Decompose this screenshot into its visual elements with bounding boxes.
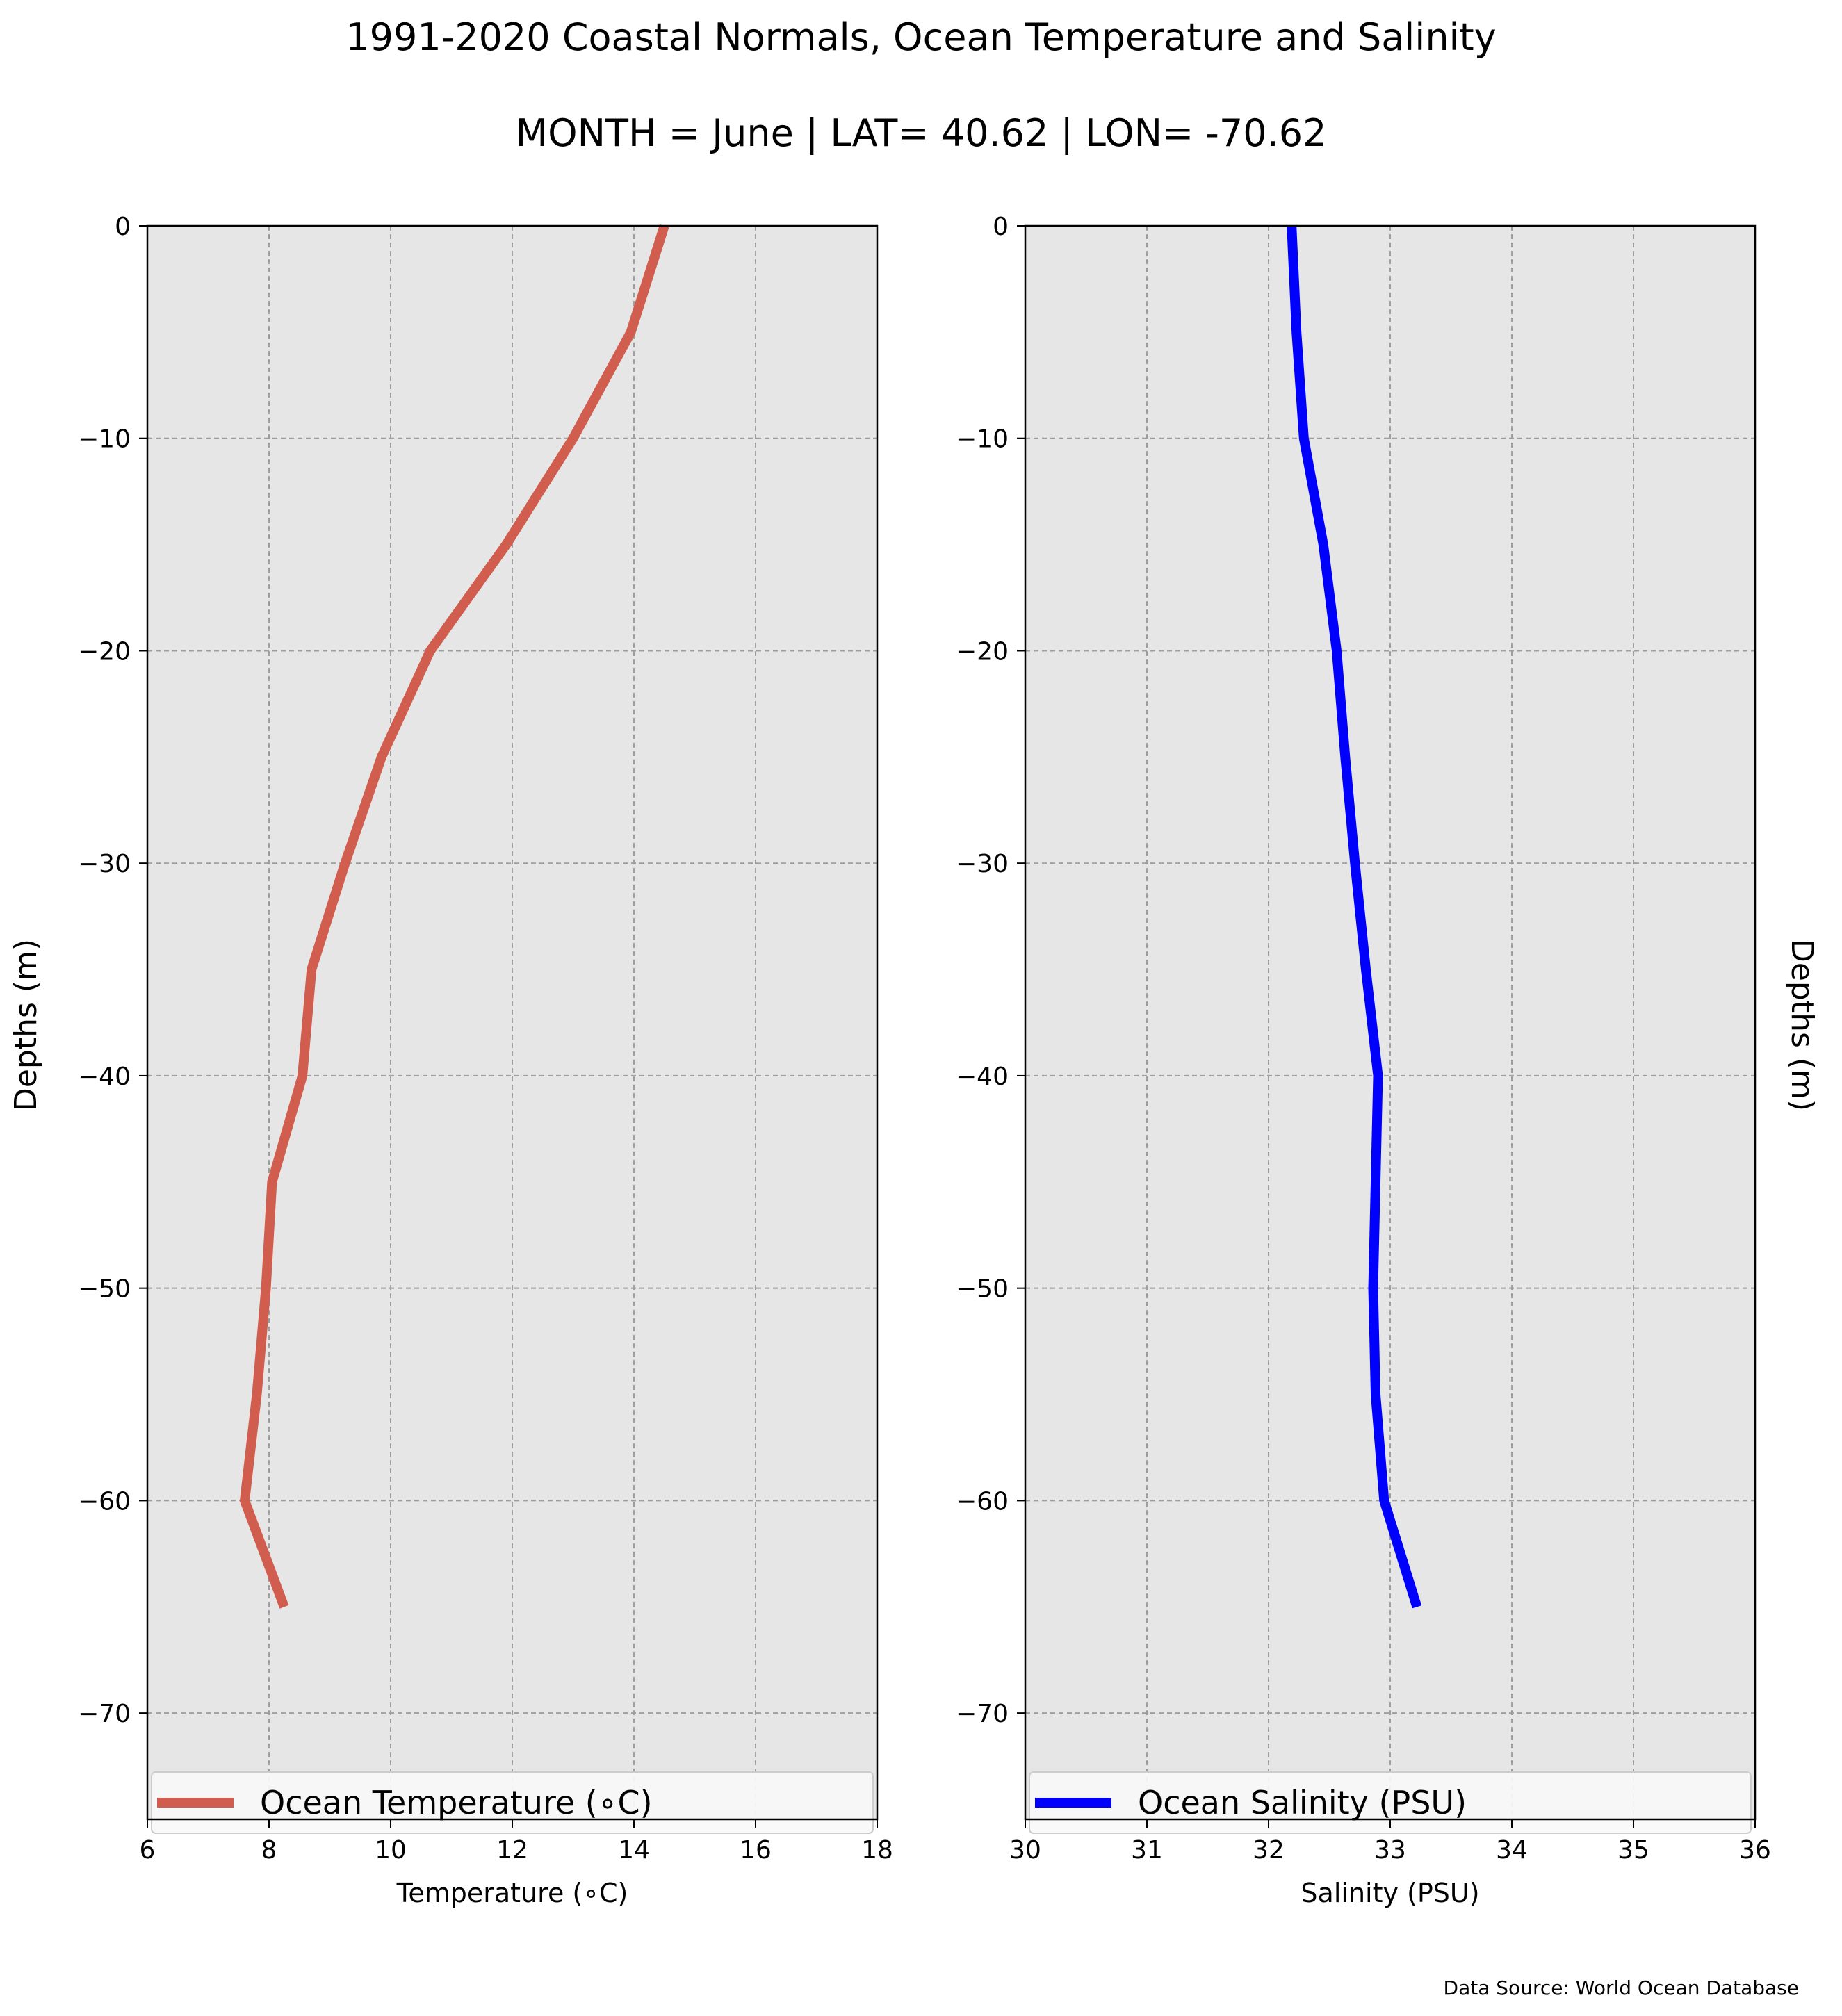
temperature-x-tick-label: 14 xyxy=(618,1836,650,1865)
salinity-y-tick-label: −30 xyxy=(956,850,1009,878)
salinity-y-tick-label: −50 xyxy=(956,1275,1009,1304)
salinity-x-axis-label: Salinity (PSU) xyxy=(1301,1878,1479,1908)
temperature-legend-box xyxy=(151,1771,874,1834)
temperature-y-tick-label: −70 xyxy=(78,1700,131,1728)
temperature-x-tick-label: 10 xyxy=(375,1836,407,1865)
temperature-y-tick-label: −30 xyxy=(78,850,131,878)
temperature-x-tick-label: 18 xyxy=(861,1836,893,1865)
salinity-series-line xyxy=(1287,225,1422,1609)
salinity-y-tick-label: 0 xyxy=(993,213,1009,241)
temperature-x-tick-label: 12 xyxy=(496,1836,528,1865)
salinity-y-tick-label: −40 xyxy=(956,1063,1009,1091)
temperature-y-tick-label: −20 xyxy=(78,637,131,666)
salinity-x-tick-label: 30 xyxy=(1009,1836,1041,1865)
salinity-x-tick-label: 36 xyxy=(1739,1836,1771,1865)
salinity-y-tick-label: −10 xyxy=(956,425,1009,454)
temperature-x-tick-label: 16 xyxy=(740,1836,772,1865)
temperature-x-tick-label: 8 xyxy=(261,1836,277,1865)
salinity-legend-box xyxy=(1029,1771,1752,1834)
temperature-x-axis-label: Temperature (∘C) xyxy=(396,1878,628,1908)
temperature-chart: Ocean Temperature (∘C) 6 8 10 12 14 16 18 0 −10 −2… xyxy=(8,213,893,1908)
salinity-y-tick-label: −60 xyxy=(956,1487,1009,1516)
temperature-x-tick-label: 6 xyxy=(140,1836,156,1865)
salinity-y-tick-label: −20 xyxy=(956,637,1009,666)
salinity-x-tick-label: 33 xyxy=(1374,1836,1406,1865)
data-source-note: Data Source: World Ocean Database xyxy=(1444,1976,1799,1999)
temperature-y-tick-label: −40 xyxy=(78,1063,131,1091)
temperature-y-tick-label: −60 xyxy=(78,1487,131,1516)
salinity-x-tick-label: 35 xyxy=(1617,1836,1649,1865)
salinity-legend-label: Ocean Salinity (PSU) xyxy=(1138,1784,1467,1821)
salinity-y-tick-label: −70 xyxy=(956,1700,1009,1728)
salinity-x-tick-label: 31 xyxy=(1131,1836,1163,1865)
temperature-y-tick-label: 0 xyxy=(115,213,131,241)
salinity-x-tick-label: 32 xyxy=(1253,1836,1285,1865)
salinity-x-tick-label: 34 xyxy=(1496,1836,1528,1865)
salinity-chart: Ocean Salinity (PSU) 30 31 32 33 34 35 36 0 −10 −2… xyxy=(956,213,1820,1908)
temperature-y-axis-label: Depths (m) xyxy=(8,939,44,1111)
figure-subtitle: MONTH = June | LAT= 40.62 | LON= -70.62 xyxy=(516,111,1327,155)
temperature-legend-label: Ocean Temperature (∘C) xyxy=(260,1784,653,1821)
figure-title: 1991-2020 Coastal Normals, Ocean Tempera… xyxy=(345,15,1496,59)
salinity-y-axis-label: Depths (m) xyxy=(1784,939,1820,1111)
temperature-series-line xyxy=(240,224,669,1609)
temperature-y-tick-label: −50 xyxy=(78,1275,131,1304)
temperature-y-tick-label: −10 xyxy=(78,425,131,454)
